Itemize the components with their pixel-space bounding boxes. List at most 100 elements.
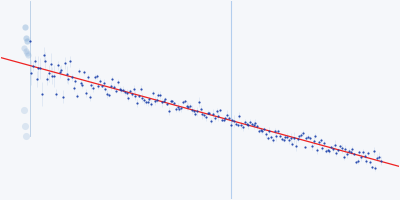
Point: [330, 147, 336, 150]
Point: [296, 135, 303, 138]
Point: [138, 87, 144, 90]
Point: [319, 147, 326, 150]
Point: [104, 92, 110, 95]
Point: [23, 135, 30, 138]
Point: [229, 118, 236, 122]
Point: [143, 101, 149, 104]
Point: [242, 120, 248, 123]
Point: [212, 117, 218, 120]
Point: [157, 93, 163, 96]
Point: [28, 71, 34, 74]
Point: [307, 136, 313, 140]
Point: [44, 78, 50, 81]
Point: [358, 155, 364, 159]
Point: [346, 149, 352, 153]
Point: [353, 161, 359, 164]
Point: [335, 149, 342, 152]
Point: [150, 91, 156, 95]
Point: [308, 145, 315, 148]
Point: [367, 160, 373, 163]
Point: [90, 86, 96, 89]
Point: [139, 96, 146, 99]
Point: [293, 144, 299, 147]
Point: [22, 124, 28, 128]
Point: [356, 151, 362, 154]
Point: [250, 124, 257, 127]
Point: [106, 93, 112, 96]
Point: [123, 92, 130, 95]
Point: [136, 94, 142, 97]
Point: [372, 166, 378, 169]
Point: [258, 128, 264, 132]
Point: [69, 76, 75, 79]
Point: [185, 105, 192, 108]
Point: [49, 74, 56, 77]
Point: [118, 88, 124, 92]
Point: [228, 124, 234, 127]
Point: [40, 53, 47, 56]
Point: [342, 147, 348, 150]
Point: [130, 87, 137, 91]
Point: [316, 141, 322, 144]
Point: [21, 46, 28, 50]
Point: [160, 99, 167, 102]
Point: [79, 84, 86, 87]
Point: [171, 102, 177, 105]
Point: [220, 118, 227, 121]
Point: [23, 36, 29, 39]
Point: [312, 134, 318, 137]
Point: [210, 112, 216, 115]
Point: [224, 113, 230, 117]
Point: [365, 152, 372, 155]
Point: [187, 105, 193, 108]
Point: [168, 100, 174, 103]
Point: [317, 139, 324, 142]
Point: [132, 94, 138, 97]
Point: [178, 107, 184, 110]
Point: [113, 90, 119, 93]
Point: [152, 99, 158, 102]
Point: [97, 80, 103, 83]
Point: [213, 109, 220, 112]
Point: [288, 136, 294, 139]
Point: [328, 145, 334, 149]
Point: [323, 149, 329, 152]
Point: [284, 135, 290, 139]
Point: [254, 125, 260, 128]
Point: [95, 84, 102, 87]
Point: [282, 136, 288, 139]
Point: [26, 39, 33, 42]
Point: [247, 121, 253, 124]
Point: [273, 134, 280, 137]
Point: [272, 129, 278, 132]
Point: [360, 150, 366, 153]
Point: [201, 113, 207, 117]
Point: [120, 88, 126, 92]
Point: [78, 81, 84, 84]
Point: [261, 127, 267, 130]
Point: [108, 84, 114, 88]
Point: [196, 101, 202, 104]
Point: [192, 112, 198, 115]
Point: [377, 159, 384, 162]
Point: [84, 76, 91, 79]
Point: [243, 123, 250, 126]
Point: [122, 90, 128, 94]
Point: [215, 115, 222, 118]
Point: [194, 110, 200, 113]
Point: [183, 104, 190, 107]
Point: [74, 94, 80, 97]
Point: [291, 136, 297, 139]
Point: [203, 116, 209, 119]
Point: [127, 89, 133, 92]
Point: [102, 88, 108, 91]
Point: [53, 92, 59, 95]
Point: [280, 138, 287, 142]
Point: [270, 138, 276, 142]
Point: [34, 77, 40, 80]
Point: [125, 97, 132, 100]
Point: [300, 131, 306, 135]
Point: [245, 124, 252, 127]
Point: [162, 98, 168, 101]
Point: [155, 93, 162, 96]
